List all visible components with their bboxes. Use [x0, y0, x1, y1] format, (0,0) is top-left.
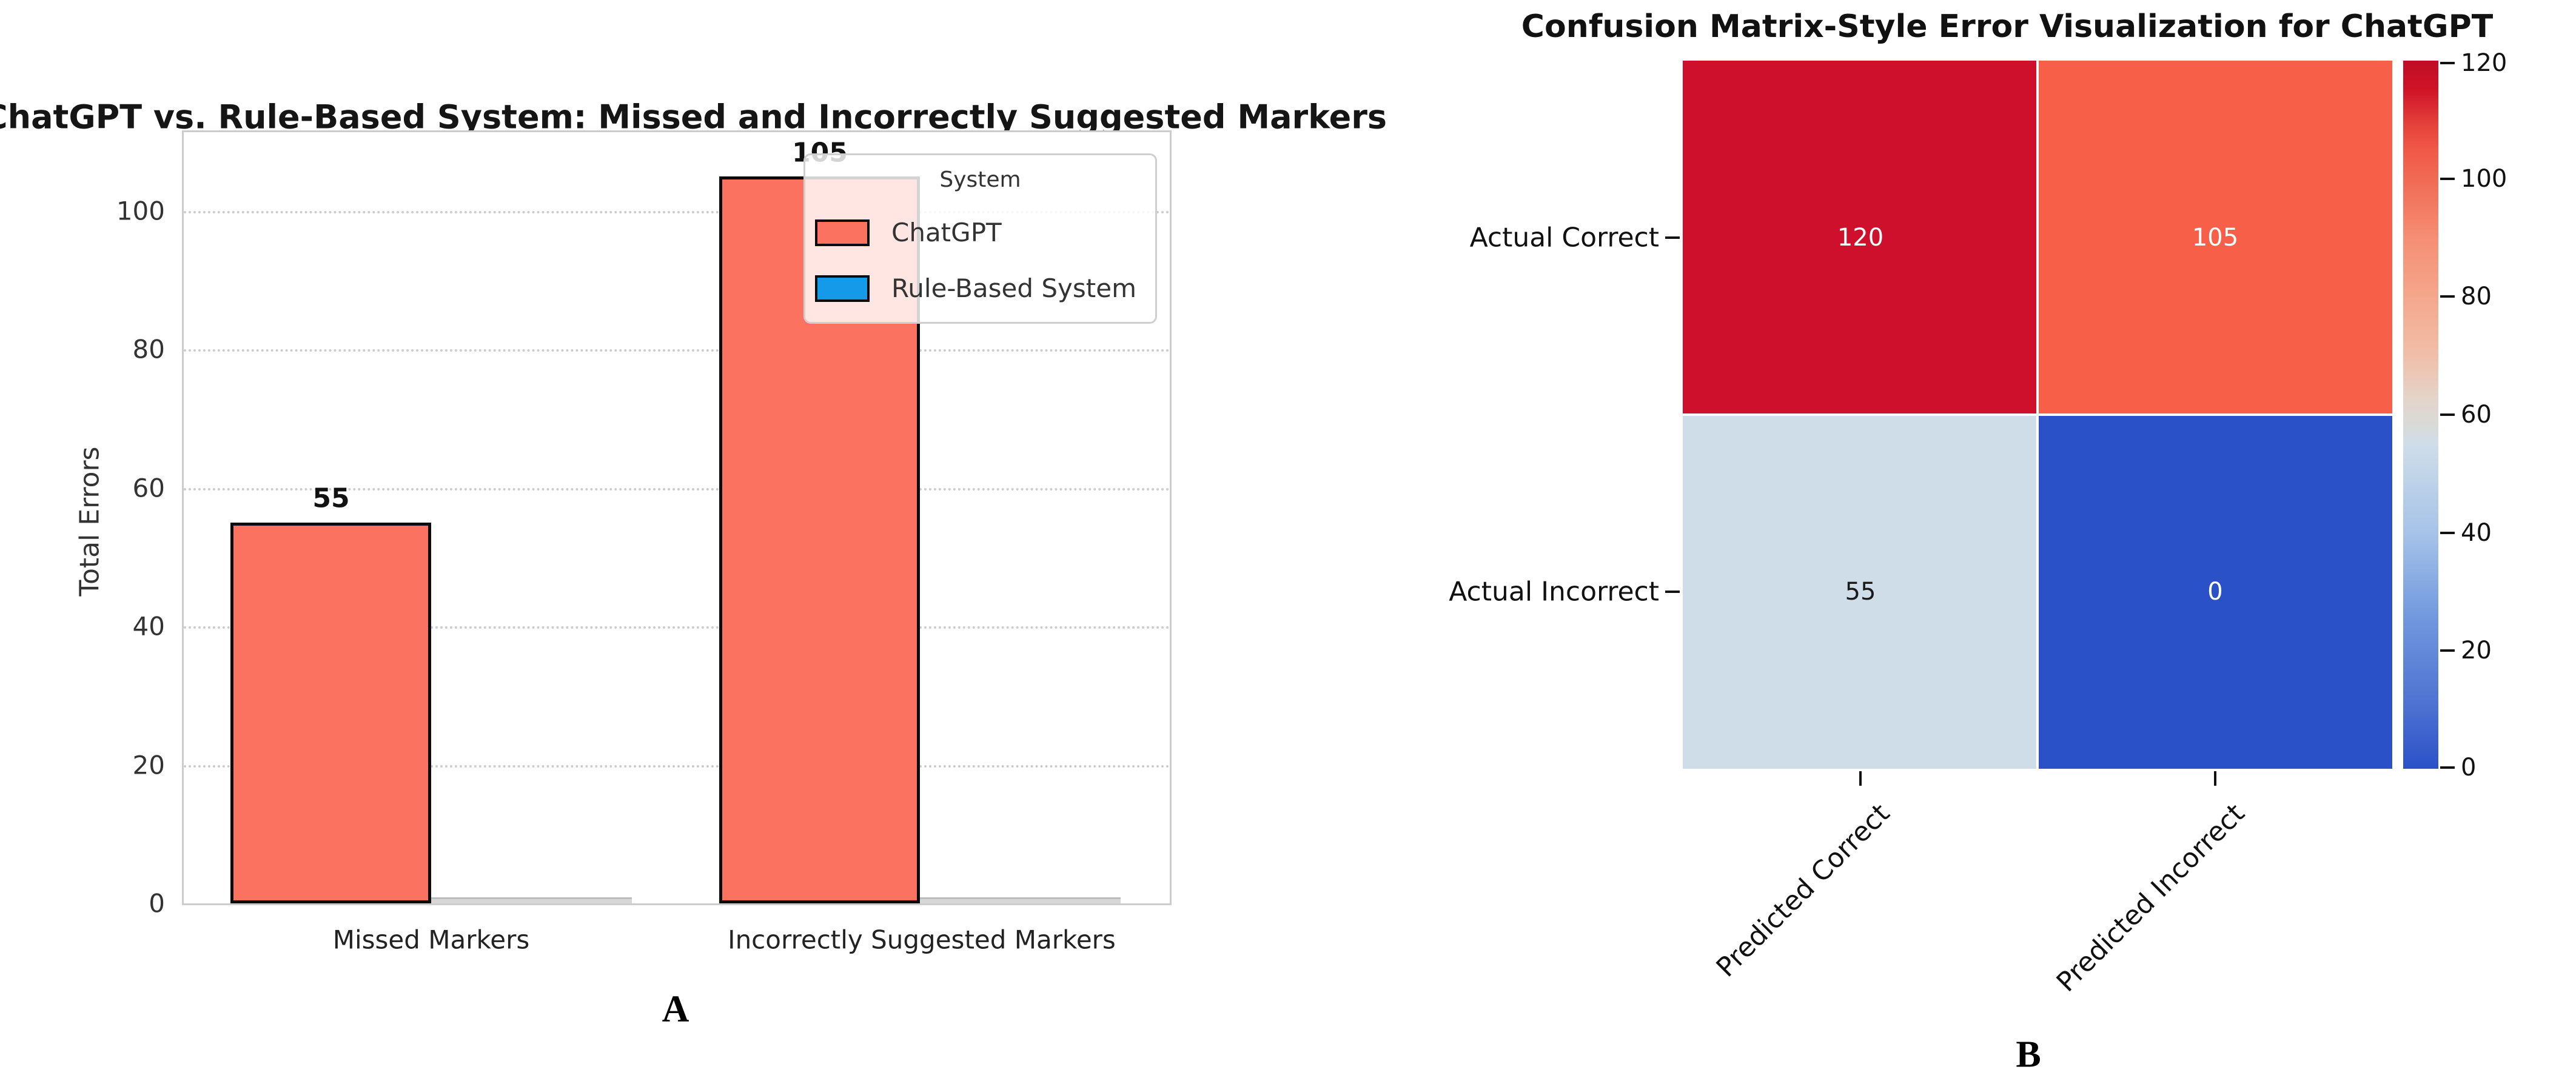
colorbar-tick — [2440, 178, 2455, 180]
bar-chatgpt-missed — [230, 523, 431, 903]
legend-item-rulebased: Rule-Based System — [815, 275, 1136, 302]
heatmap-cell-br — [2039, 416, 2392, 769]
panel-label-a: A — [662, 988, 689, 1030]
legend-item-chatgpt: ChatGPT — [815, 219, 1002, 246]
cell-value-0: 0 — [2207, 578, 2223, 606]
legend-title: System — [939, 167, 1021, 192]
panel-b-title: Confusion Matrix-Style Error Visualizati… — [1521, 8, 2494, 45]
colorbar-tick — [2440, 413, 2455, 416]
bar-rulebased-missed-zero — [431, 897, 632, 903]
bar-rulebased-incorrect-zero — [920, 897, 1121, 903]
cell-value-55: 55 — [1845, 578, 1876, 606]
panel-a-title: ChatGPT vs. Rule-Based System: Missed an… — [0, 98, 1387, 136]
colorbar-tick — [2440, 295, 2455, 298]
gridline-20 — [184, 765, 1170, 768]
cell-value-105: 105 — [2192, 224, 2239, 252]
y-tick-label: 0 — [149, 888, 165, 919]
heatmap-cell-bl — [1683, 416, 2036, 769]
legend-swatch-rulebased — [815, 275, 870, 302]
y-tick-label: 100 — [116, 196, 165, 226]
colorbar — [2403, 61, 2438, 769]
colorbar-tick — [2440, 766, 2455, 769]
gridline-40 — [184, 626, 1170, 629]
gridline-60 — [184, 488, 1170, 490]
colorbar-tick — [2440, 62, 2455, 64]
panel-label-b: B — [2016, 1034, 2041, 1076]
bar-value-label: 55 — [312, 483, 350, 514]
y-axis-label: Total Errors — [74, 446, 106, 597]
legend-item-label: Rule-Based System — [891, 273, 1136, 303]
heatmap-cell-tr — [2039, 61, 2392, 413]
y-tick-label: 20 — [132, 750, 165, 780]
legend-swatch-chatgpt — [815, 219, 870, 246]
heatmap-cell-tl — [1683, 61, 2036, 413]
colorbar-tick — [2440, 532, 2455, 534]
colorbar-tick-label: 20 — [2461, 637, 2492, 664]
y-tick-label: 40 — [132, 611, 165, 641]
colorbar-tick-label: 120 — [2461, 49, 2507, 77]
heatmap — [1683, 61, 2392, 769]
colorbar-tick-label: 80 — [2461, 283, 2492, 310]
legend-item-label: ChatGPT — [891, 218, 1002, 247]
legend: System ChatGPT Rule-Based System — [803, 153, 1157, 324]
col-label-predicted-correct: Predicted Correct — [1710, 798, 1896, 983]
colorbar-tick — [2440, 649, 2455, 652]
gridline-100 — [184, 211, 1170, 213]
x-tick-label-missed: Missed Markers — [332, 925, 530, 955]
gridline-80 — [184, 349, 1170, 352]
col-tick — [2214, 771, 2216, 786]
y-tick-label: 80 — [132, 334, 165, 364]
row-tick — [1665, 236, 1680, 239]
y-tick-label: 60 — [132, 473, 165, 503]
row-tick — [1665, 591, 1680, 593]
colorbar-tick-label: 0 — [2461, 754, 2477, 781]
col-label-predicted-incorrect: Predicted Incorrect — [2050, 798, 2251, 998]
row-label-actual-incorrect: Actual Incorrect — [1449, 576, 1659, 607]
x-tick-label-incorrect: Incorrectly Suggested Markers — [728, 925, 1116, 955]
col-tick — [1859, 771, 1862, 786]
colorbar-tick-label: 60 — [2461, 401, 2492, 429]
cell-value-120: 120 — [1837, 224, 1884, 252]
row-label-actual-correct: Actual Correct — [1469, 222, 1659, 253]
colorbar-tick-label: 100 — [2461, 165, 2507, 193]
colorbar-tick-label: 40 — [2461, 519, 2492, 547]
